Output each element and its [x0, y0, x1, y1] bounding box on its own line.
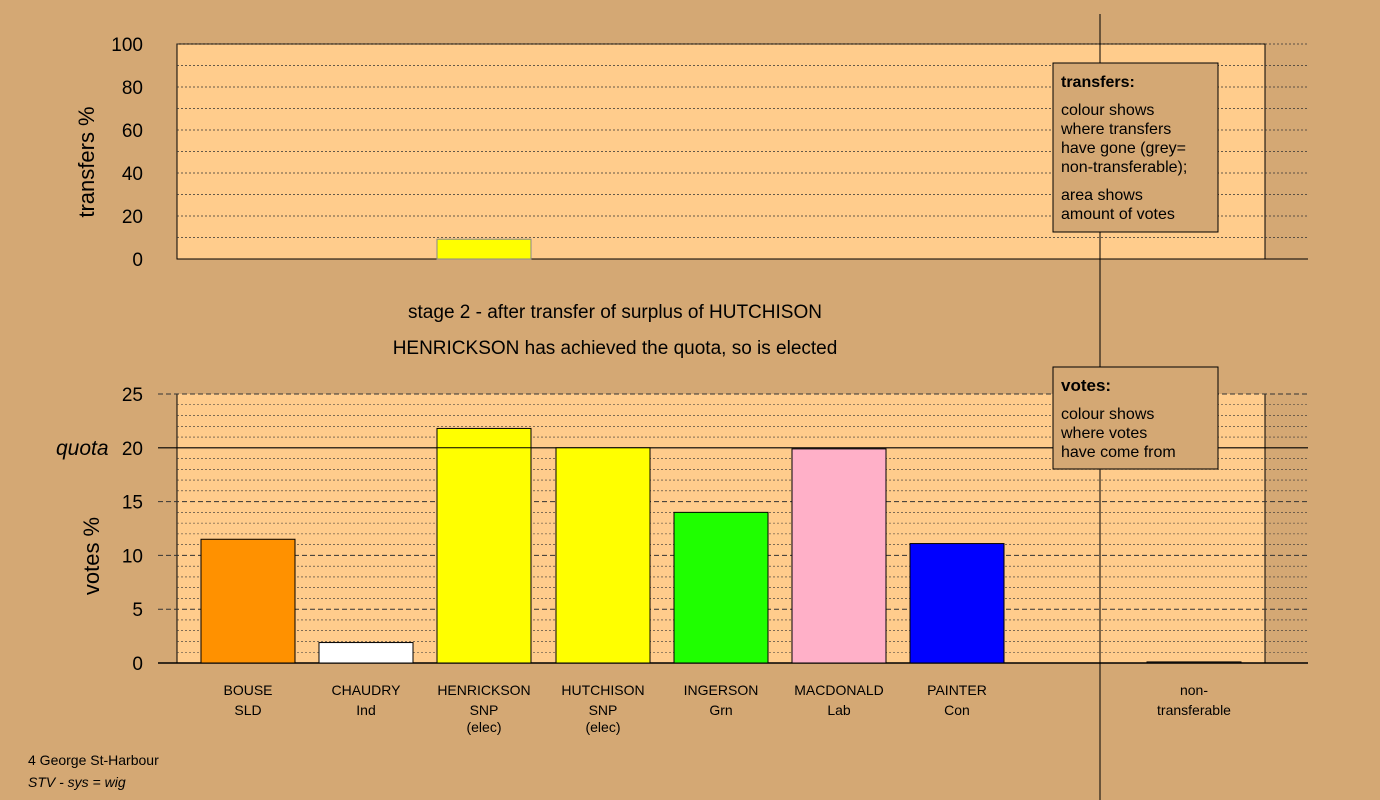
votes-legend-line: where votes [1060, 425, 1147, 442]
category-label: transferable [1157, 702, 1231, 718]
transfers-tick-label: 20 [122, 207, 143, 228]
quota-label: quota [56, 437, 109, 460]
transfers-legend-heading: transfers: [1061, 74, 1135, 91]
transfers-tick-label: 100 [111, 35, 143, 56]
category-label: HUTCHISON [561, 682, 644, 698]
transfers-legend-line: amount of votes [1061, 206, 1175, 223]
transfers-legend-line: colour shows [1061, 102, 1154, 119]
category-label: PAINTER [927, 682, 987, 698]
category-label: INGERSON [684, 682, 759, 698]
category-label: HENRICKSON [437, 682, 530, 698]
votes-tick-label: 5 [132, 600, 143, 621]
stage-title: stage 2 - after transfer of surplus of H… [408, 302, 822, 323]
party-label: Ind [356, 702, 375, 718]
party-label: SNP [589, 702, 618, 718]
stage-subtitle: HENRICKSON has achieved the quota, so is… [393, 338, 838, 359]
transfers-tick-label: 60 [122, 121, 143, 142]
party-label: SNP [470, 702, 499, 718]
party-label: SLD [234, 702, 261, 718]
transfers-legend: transfers: colour shows where transfers hav… [1052, 62, 1219, 233]
transfers-tick-label: 80 [122, 78, 143, 99]
elected-label: (elec) [585, 719, 620, 735]
vote-bar [673, 511, 769, 664]
votes-tick-label: 0 [132, 654, 143, 675]
votes-legend-box [1052, 366, 1219, 470]
votes-axis-label: votes % [79, 517, 104, 595]
category-label: BOUSE [223, 682, 272, 698]
vote-bar [1146, 661, 1242, 664]
transfers-legend-line: have gone (grey= [1061, 140, 1186, 157]
party-label: Lab [827, 702, 851, 718]
vote-bar [436, 427, 532, 664]
footer-system: STV - sys = wig [28, 774, 126, 790]
votes-tick-label: 15 [122, 493, 143, 514]
elected-label: (elec) [466, 719, 501, 735]
vote-bar [318, 642, 414, 664]
transfers-legend-line: where transfers [1060, 121, 1171, 138]
votes-tick-label: 25 [122, 385, 143, 406]
votes-legend-line: have come from [1061, 444, 1176, 461]
vote-bar [909, 543, 1005, 664]
vote-bar [555, 447, 651, 664]
footer-location: 4 George St-Harbour [28, 752, 159, 768]
transfers-legend-box [1052, 62, 1219, 233]
transfers-axis-label: transfers % [74, 106, 99, 217]
transfers-tick-label: 0 [132, 250, 143, 271]
category-label: non- [1180, 682, 1208, 698]
votes-legend-heading: votes: [1061, 376, 1111, 395]
votes-legend: votes: colour shows where votes have come f… [1052, 366, 1219, 470]
votes-tick-label: 20 [122, 439, 143, 460]
votes-legend-line: colour shows [1061, 406, 1154, 423]
transfer-bar [436, 238, 532, 260]
legends: transfers: colour shows where transfers hav… [1052, 62, 1219, 470]
transfers-legend-line: non-transferable); [1061, 159, 1187, 176]
votes-tick-label: 10 [122, 546, 143, 567]
party-label: Con [944, 702, 970, 718]
vote-bar [791, 448, 887, 664]
category-label: MACDONALD [794, 682, 883, 698]
party-label: Grn [709, 702, 732, 718]
category-label: CHAUDRY [332, 682, 402, 698]
transfers-legend-line: area shows [1061, 187, 1143, 204]
transfers-tick-label: 40 [122, 164, 143, 185]
vote-bar [200, 538, 296, 664]
